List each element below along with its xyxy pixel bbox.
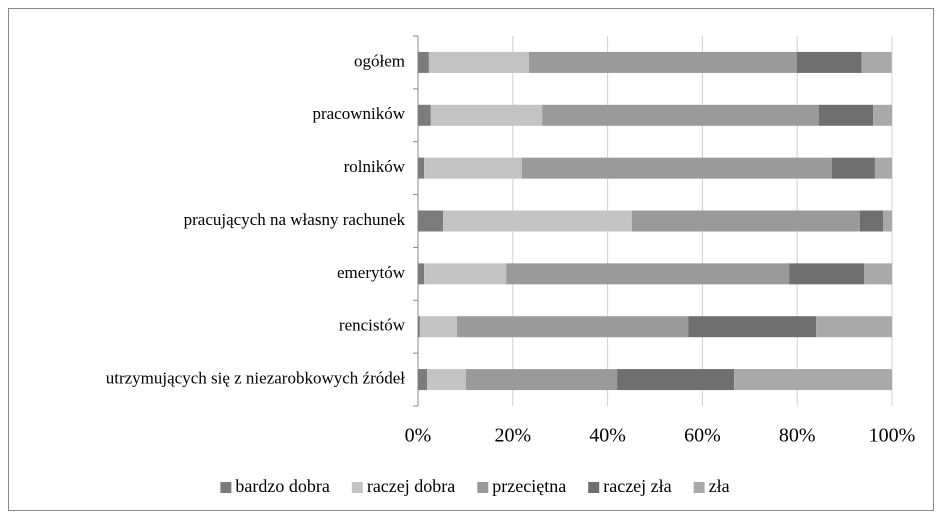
legend-swatch (220, 482, 232, 493)
x-tick-label: 20% (494, 425, 531, 447)
bar-segment (859, 210, 883, 232)
bar-segment (873, 104, 892, 126)
y-tick-label: ogółem (354, 51, 405, 70)
bar-segment (631, 210, 860, 232)
bar-segment (418, 104, 431, 126)
bar-segment (734, 369, 892, 391)
bar-segment (617, 369, 735, 391)
x-tick-label: 60% (684, 425, 721, 447)
bar-segment (542, 104, 820, 126)
legend-swatch (588, 482, 600, 493)
bar-segment (424, 157, 522, 179)
y-tick-label: rolników (344, 157, 406, 176)
legend-label: bardzo dobra (235, 476, 329, 496)
bar-segment (796, 51, 862, 73)
bar-segment (882, 210, 892, 232)
chart-frame (8, 8, 934, 511)
y-tick-label: pracowników (312, 104, 405, 123)
bar-segment (874, 157, 892, 179)
x-tick-label: 40% (589, 425, 626, 447)
bar-segment (428, 51, 529, 73)
legend-swatch (477, 482, 489, 493)
bar-segment (418, 51, 429, 73)
y-tick-label: pracujących na własny rachunek (184, 210, 406, 229)
bar-segment (789, 263, 865, 285)
bar-segment (521, 157, 832, 179)
x-tick-label: 80% (779, 425, 816, 447)
bar-segment (819, 104, 874, 126)
legend-label: raczej zła (603, 476, 671, 496)
legend-swatch (351, 482, 363, 493)
bar-segment (424, 263, 507, 285)
bar-segment (816, 316, 892, 338)
bar-segment (419, 316, 457, 338)
legend-label: zła (709, 476, 730, 496)
y-tick-label: utrzymujących się z niezarobkowych źróde… (106, 368, 406, 387)
bar-segment (418, 316, 420, 338)
bar-segment (443, 210, 632, 232)
bar-segment (418, 263, 425, 285)
legend-swatch (693, 482, 705, 493)
bar-segment (456, 316, 689, 338)
bar-segment (864, 263, 892, 285)
y-tick-label: rencistów (339, 316, 406, 335)
bar-segment (831, 157, 875, 179)
bar-segment (418, 157, 425, 179)
bar-segment (861, 51, 892, 73)
bar-segment (688, 316, 817, 338)
x-tick-label: 100% (869, 425, 916, 447)
bar-segment (465, 369, 618, 391)
y-tick-label: emerytów (337, 263, 406, 282)
bar-segment (427, 369, 466, 391)
bar-segment (528, 51, 797, 73)
bar-segment (418, 369, 428, 391)
legend-label: raczej dobra (367, 476, 455, 496)
legend-label: przeciętna (492, 476, 566, 496)
bar-segment (506, 263, 790, 285)
x-tick-label: 0% (405, 425, 432, 447)
bar-segment (418, 210, 444, 232)
bar-segment (430, 104, 543, 126)
